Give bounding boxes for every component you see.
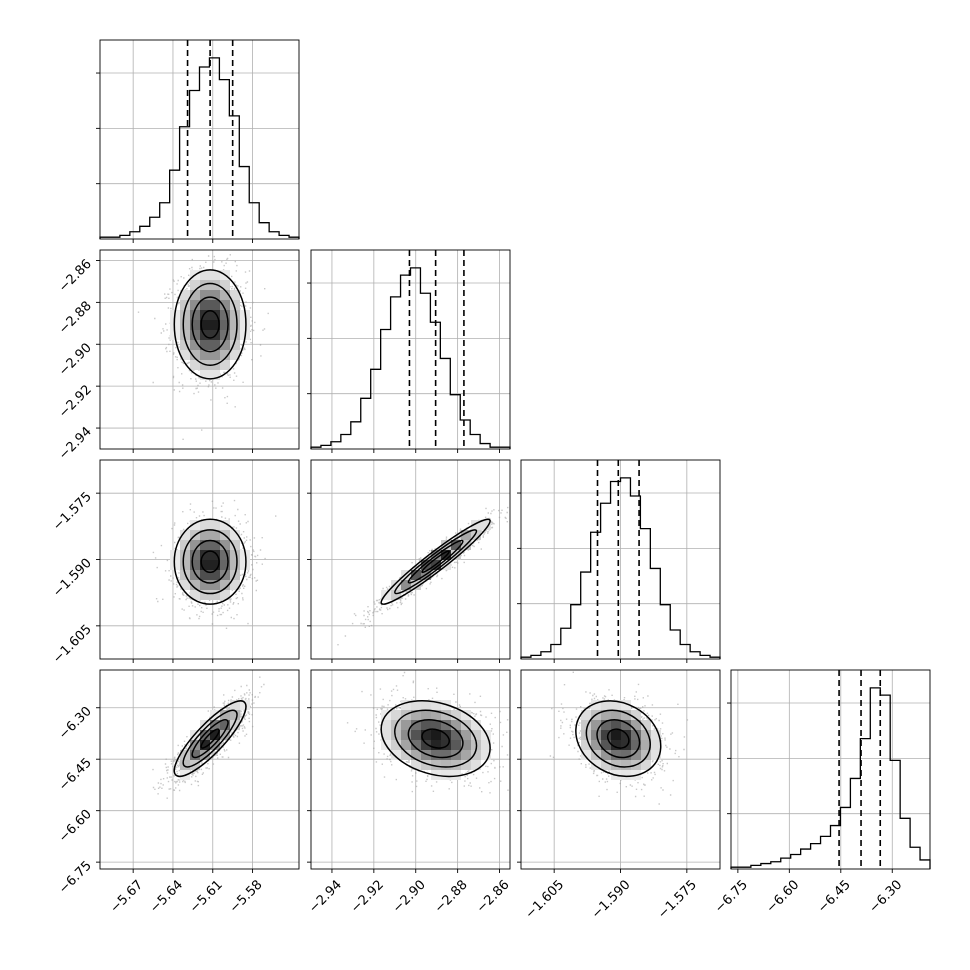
contour-line xyxy=(394,529,478,595)
y-tick-label: −2.90 xyxy=(56,340,95,379)
contour-line xyxy=(407,719,464,759)
x-tick-label: −2.86 xyxy=(474,877,513,916)
y-tick-label: −2.92 xyxy=(56,382,95,421)
contour-line xyxy=(394,709,478,768)
y-tick-label: −6.30 xyxy=(56,704,95,743)
x-tick-label: −2.88 xyxy=(432,877,471,916)
x-tick-label: −5.67 xyxy=(107,877,146,916)
contour-line xyxy=(585,709,651,768)
x-tick-label: −5.58 xyxy=(227,877,266,916)
contour-line xyxy=(596,718,641,759)
contour-line xyxy=(182,709,238,768)
hist-panel-1 xyxy=(307,249,511,453)
contour-line xyxy=(191,539,229,584)
scatter-panel-2-0 xyxy=(96,459,300,663)
contour-line xyxy=(191,718,229,759)
contour-line xyxy=(421,550,451,574)
histogram-line xyxy=(730,687,931,869)
scatter-panel-2-1 xyxy=(307,459,511,663)
y-tick-label: −2.88 xyxy=(56,299,95,338)
contour-line xyxy=(200,550,220,574)
x-tick-label: −6.75 xyxy=(712,877,751,916)
scatter-panel-3-1 xyxy=(307,669,511,873)
y-tick-label: −6.75 xyxy=(56,858,95,897)
x-tick-label: −2.90 xyxy=(390,877,429,916)
contour-line xyxy=(380,518,491,605)
scatter-points xyxy=(152,499,277,629)
contour-line xyxy=(407,539,464,584)
x-tick-label: −6.30 xyxy=(867,877,906,916)
contour-line xyxy=(380,700,491,778)
histogram-line xyxy=(520,477,721,659)
x-tick-label: −5.61 xyxy=(187,877,226,916)
contour-line xyxy=(200,309,220,339)
contour-line xyxy=(191,296,229,353)
contour-line xyxy=(173,700,247,778)
contour-line xyxy=(173,269,247,380)
x-tick-label: −5.64 xyxy=(147,877,186,916)
contour-line xyxy=(421,728,451,749)
x-tick-label: −6.45 xyxy=(815,877,854,916)
histogram-line xyxy=(99,57,300,239)
hist-panel-0 xyxy=(96,39,300,243)
histogram-line xyxy=(310,267,511,449)
x-tick-label: −1.590 xyxy=(589,877,634,922)
y-tick-label: −2.94 xyxy=(56,424,95,463)
contour-line xyxy=(575,700,662,778)
x-tick-label: −2.92 xyxy=(348,877,387,916)
y-tick-label: −2.86 xyxy=(56,257,95,296)
hist-panel-2 xyxy=(517,459,721,663)
contour-line xyxy=(200,728,220,749)
contour-line xyxy=(173,518,247,605)
y-tick-label: −6.45 xyxy=(56,755,95,794)
hist-panel-3 xyxy=(727,669,931,873)
x-tick-label: −1.575 xyxy=(655,877,700,922)
scatter-panel-3-2 xyxy=(517,669,721,873)
y-tick-label: −1.575 xyxy=(50,489,95,534)
x-tick-label: −1.605 xyxy=(523,877,568,922)
x-tick-label: −2.94 xyxy=(306,877,345,916)
contour-line xyxy=(606,728,630,749)
y-tick-label: −6.60 xyxy=(56,807,95,846)
scatter-panel-1-0 xyxy=(96,249,300,453)
y-tick-label: −1.605 xyxy=(50,622,95,667)
scatter-panel-3-0 xyxy=(96,669,300,873)
scatter-points xyxy=(346,671,510,806)
contour-line xyxy=(182,529,238,595)
y-tick-label: −1.590 xyxy=(50,556,95,601)
x-tick-label: −6.60 xyxy=(764,877,803,916)
contour-line xyxy=(182,282,238,366)
